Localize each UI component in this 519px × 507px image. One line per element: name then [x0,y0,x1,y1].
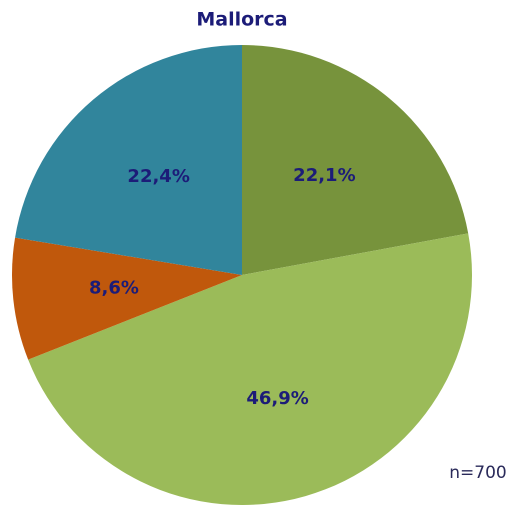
data-label: 8,6% [89,278,139,299]
annotation: n=700 [449,463,506,483]
pie-slice [28,233,472,505]
data-label: 22,1% [293,165,355,186]
chart-title: Mallorca [196,9,287,31]
data-label: 22,4% [127,166,189,187]
pie-slice [242,45,469,275]
pie-slice [11,237,243,360]
pie-slice [15,45,243,275]
data-label: 46,9% [246,388,308,409]
